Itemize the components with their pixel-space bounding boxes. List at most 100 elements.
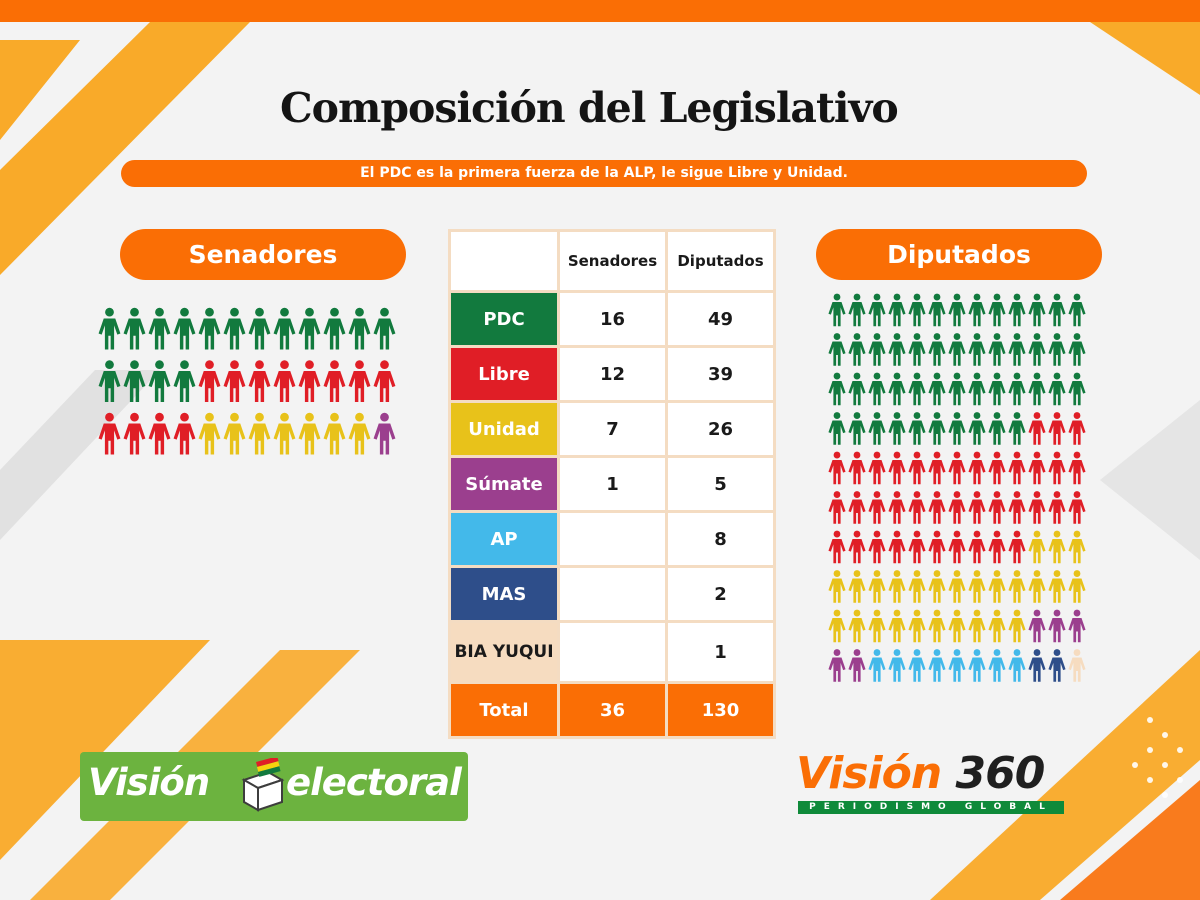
person-icon	[348, 360, 371, 403]
person-icon	[1008, 451, 1026, 485]
person-icon	[928, 649, 946, 682]
person-icon	[908, 570, 926, 603]
person-icon	[848, 530, 866, 564]
person-icon	[868, 372, 886, 406]
person-icon	[908, 451, 926, 485]
person-icon	[348, 307, 371, 350]
person-icon	[1028, 451, 1046, 485]
person-icon	[1008, 333, 1026, 366]
person-icon	[868, 412, 886, 445]
person-icon	[1068, 451, 1086, 485]
diputados-value: 2	[668, 568, 773, 620]
person-icon	[1068, 491, 1086, 524]
person-icon	[968, 609, 986, 643]
person-icon	[1028, 530, 1046, 564]
person-icon	[888, 293, 906, 327]
person-icon	[988, 649, 1006, 682]
person-icon	[988, 570, 1006, 603]
party-cell: AP	[451, 513, 557, 565]
person-icon	[948, 372, 966, 406]
person-icon	[298, 360, 321, 403]
person-icon	[928, 609, 946, 643]
person-icon	[948, 570, 966, 603]
party-cell: Unidad	[451, 403, 557, 455]
person-icon	[828, 649, 846, 682]
person-icon	[1008, 530, 1026, 564]
person-icon	[868, 451, 886, 485]
person-icon	[223, 307, 246, 350]
person-icon	[123, 412, 146, 455]
person-icon	[948, 412, 966, 445]
person-icon	[1048, 412, 1066, 445]
person-icon	[888, 412, 906, 445]
vision-electoral-logo: Visión electoral	[80, 752, 468, 821]
person-icon	[248, 360, 271, 403]
person-icon	[98, 360, 121, 403]
person-icon	[1068, 412, 1086, 445]
person-icon	[1048, 530, 1066, 564]
person-icon	[968, 530, 986, 564]
person-icon	[888, 570, 906, 603]
person-icon	[98, 412, 121, 455]
person-icon	[948, 451, 966, 485]
person-icon	[248, 412, 271, 455]
person-icon	[1028, 570, 1046, 603]
person-icon	[1008, 649, 1026, 682]
person-icon	[968, 491, 986, 524]
person-icon	[868, 293, 886, 327]
person-icon	[223, 360, 246, 403]
party-cell: BIA YUQUI	[451, 623, 557, 681]
person-icon	[848, 293, 866, 327]
person-icon	[1008, 293, 1026, 327]
person-icon	[123, 360, 146, 403]
person-icon	[828, 333, 846, 366]
person-icon	[928, 293, 946, 327]
person-icon	[828, 609, 846, 643]
total-diputados: 130	[668, 684, 773, 736]
person-icon	[198, 412, 221, 455]
person-icon	[848, 372, 866, 406]
person-icon	[948, 293, 966, 327]
person-icon	[888, 609, 906, 643]
person-icon	[148, 307, 171, 350]
diputados-value: 1	[668, 623, 773, 681]
page-title: Composición del Legislativo	[280, 84, 899, 132]
vision360-logo: Visión 360 PERIODISMO GLOBAL	[796, 748, 1066, 818]
person-icon	[173, 307, 196, 350]
person-icon	[148, 360, 171, 403]
person-icon	[198, 307, 221, 350]
person-icon	[908, 649, 926, 682]
person-icon	[373, 412, 396, 455]
person-icon	[1028, 372, 1046, 406]
person-icon	[1048, 649, 1066, 682]
diputados-header-pill: Diputados	[816, 229, 1102, 280]
person-icon	[888, 451, 906, 485]
person-icon	[1068, 530, 1086, 564]
person-icon	[848, 649, 866, 682]
person-icon	[828, 530, 846, 564]
person-icon	[928, 372, 946, 406]
total-senadores: 36	[560, 684, 665, 736]
table-row: PDC 16 49	[451, 293, 773, 345]
person-icon	[198, 360, 221, 403]
person-icon	[908, 333, 926, 366]
vision360-brand: Visión 360	[796, 748, 1045, 799]
person-icon	[848, 609, 866, 643]
person-icon	[173, 412, 196, 455]
person-icon	[968, 649, 986, 682]
person-icon	[1068, 609, 1086, 643]
top-orange-bar	[0, 0, 1200, 22]
table-row: Unidad 7 26	[451, 403, 773, 455]
total-row: Total 36 130	[451, 684, 773, 736]
person-icon	[908, 372, 926, 406]
person-icon	[273, 360, 296, 403]
person-icon	[1008, 491, 1026, 524]
person-icon	[968, 570, 986, 603]
person-icon	[988, 609, 1006, 643]
person-icon	[848, 570, 866, 603]
party-cell: MAS	[451, 568, 557, 620]
person-icon	[928, 451, 946, 485]
person-icon	[948, 530, 966, 564]
brand-word-vision: Visión	[796, 748, 942, 799]
person-icon	[848, 412, 866, 445]
